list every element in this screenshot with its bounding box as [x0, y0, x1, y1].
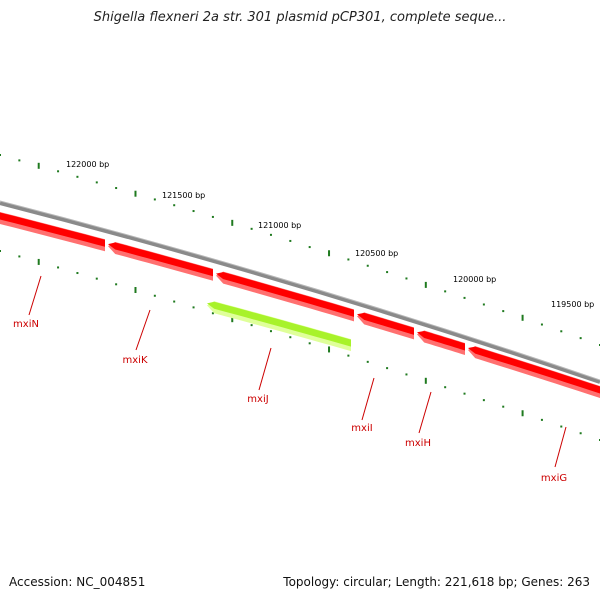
- gene-arrow[interactable]: [216, 271, 354, 322]
- gene-label-mxiN[interactable]: mxiN: [13, 319, 39, 330]
- gene-callout-line: [418, 391, 432, 434]
- gene-callouts: mxiN mxiK mxiJ mxiI mxiH mxiG: [13, 275, 567, 484]
- tick-label: 122000 bp: [66, 160, 109, 169]
- gene-arrow-core: [108, 242, 213, 277]
- plasmid-backbone-highlight: [0, 200, 600, 381]
- gene-features: [0, 211, 600, 402]
- outer-tick-dots: [0, 154, 600, 346]
- tick-label: 119500 bp: [551, 300, 594, 309]
- tick-labels: 122000 bp 121500 bp 121000 bp 120500 bp 1200…: [66, 160, 594, 309]
- gene-arrow-highlighted[interactable]: [207, 301, 351, 352]
- accession-text: Accession: NC_004851: [9, 575, 146, 589]
- gene-arrow[interactable]: [357, 312, 414, 340]
- plasmid-backbone: [0, 201, 600, 384]
- gene-callout-line: [135, 309, 151, 351]
- map-title: Shigella flexneri 2a str. 301 plasmid pC…: [93, 10, 507, 25]
- gene-arrow-core: [207, 301, 351, 347]
- gene-callout-line: [258, 347, 272, 391]
- gene-arrow[interactable]: [417, 330, 465, 356]
- gene-callout-line: [361, 377, 375, 421]
- gene-arrow-core: [417, 330, 465, 351]
- gene-label-mxiG[interactable]: mxiG: [541, 473, 567, 484]
- gene-arrow[interactable]: [468, 346, 600, 402]
- tick-label: 120500 bp: [355, 249, 398, 258]
- gene-arrow-core: [216, 272, 354, 317]
- gene-label-mxiI[interactable]: mxiI: [351, 423, 372, 434]
- gene-arrow-core: [468, 346, 600, 394]
- topology-text: Topology: circular; Length: 221,618 bp; …: [283, 575, 590, 589]
- gene-arrow[interactable]: [0, 211, 105, 252]
- gene-label-mxiJ[interactable]: mxiJ: [247, 394, 268, 405]
- tick-label: 121500 bp: [162, 191, 205, 200]
- gene-callout-line: [554, 426, 567, 468]
- gene-callout-line: [28, 275, 42, 316]
- gene-label-mxiK[interactable]: mxiK: [123, 355, 148, 366]
- inner-tick-dots: [0, 250, 600, 441]
- gene-arrow[interactable]: [108, 241, 213, 281]
- tick-label: 120000 bp: [453, 275, 496, 284]
- gene-arrow-core: [0, 212, 105, 247]
- gene-label-mxiH[interactable]: mxiH: [405, 438, 431, 449]
- tick-label: 121000 bp: [258, 221, 301, 230]
- gene-arrow-core: [357, 312, 414, 335]
